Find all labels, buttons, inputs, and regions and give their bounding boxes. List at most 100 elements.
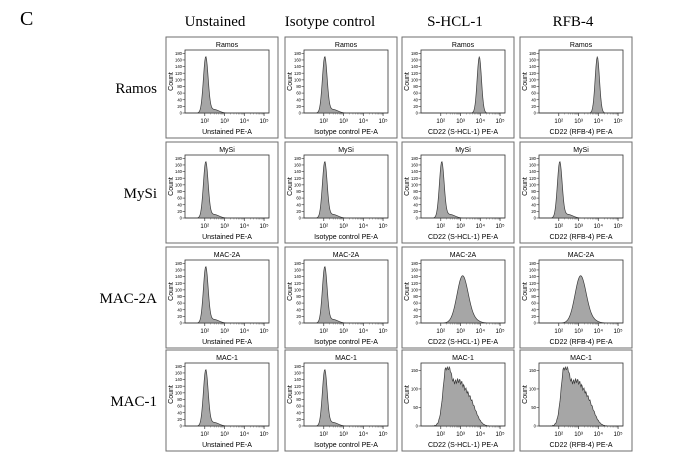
y-axis-label: Count — [404, 177, 411, 196]
x-tick-label: 10³ — [339, 224, 348, 230]
y-tick-label: 80 — [177, 84, 182, 89]
y-tick-label: 180 — [175, 51, 183, 56]
plot-area — [420, 154, 506, 219]
y-tick-label: 20 — [177, 417, 182, 422]
y-tick-label: 160 — [411, 268, 419, 273]
x-tick-label: 10⁴ — [476, 223, 486, 230]
plot-area — [184, 49, 270, 114]
panel-title: Ramos — [335, 42, 358, 49]
y-tick-label: 140 — [411, 274, 419, 279]
y-tick-label: 0 — [534, 216, 537, 221]
panel-title: MAC-2A — [333, 252, 360, 259]
panel-title: MAC-1 — [216, 355, 238, 362]
x-tick-label: 10² — [436, 119, 445, 125]
histogram-area — [185, 161, 269, 219]
y-tick-label: 160 — [294, 268, 302, 273]
y-tick-label: 40 — [177, 202, 182, 207]
y-tick-label: 160 — [294, 58, 302, 63]
panel-title: MAC-1 — [335, 355, 357, 362]
y-tick-label: 40 — [413, 97, 418, 102]
histogram-area — [304, 161, 388, 219]
x-tick-label: 10⁵ — [495, 328, 505, 335]
y-tick-label: 60 — [177, 404, 182, 409]
y-axis-label: Count — [522, 282, 529, 301]
plot-area — [538, 49, 624, 114]
x-tick-label: 10⁴ — [359, 118, 369, 125]
y-tick-label: 140 — [411, 169, 419, 174]
y-tick-label: 100 — [175, 287, 183, 292]
y-tick-label: 120 — [529, 281, 537, 286]
histogram-area — [185, 266, 269, 324]
y-tick-label: 120 — [294, 176, 302, 181]
histogram-panel: MAC-1 Isotype control PE-A Count 10² 10³ 10⁴ 1… — [284, 349, 398, 452]
y-tick-label: 150 — [411, 368, 419, 373]
x-tick-label: 10⁵ — [613, 328, 623, 335]
x-tick-label: 10⁴ — [359, 223, 369, 230]
x-tick-label: 10³ — [456, 119, 465, 125]
y-tick-label: 40 — [296, 307, 301, 312]
y-tick-label: 80 — [177, 294, 182, 299]
x-tick-label: 10² — [319, 119, 328, 125]
histogram-area — [421, 161, 505, 219]
y-tick-label: 140 — [294, 274, 302, 279]
x-axis-label: Unstained PE-A — [202, 129, 252, 136]
y-tick-label: 140 — [175, 274, 183, 279]
y-tick-label: 20 — [413, 104, 418, 109]
y-tick-label: 0 — [180, 216, 183, 221]
x-tick-label: 10⁵ — [259, 328, 269, 335]
column-header: S-HCL-1 — [427, 14, 483, 30]
y-tick-label: 100 — [411, 387, 419, 392]
x-axis-label: Isotype control PE-A — [314, 442, 378, 449]
histogram-panel: MySi CD22 (RFB-4) PE-A Count 10² 10³ 10⁴ 10⁵ 0 2… — [519, 141, 633, 244]
y-tick-label: 140 — [529, 274, 537, 279]
x-tick-label: 10⁵ — [495, 223, 505, 230]
histogram-panel: Ramos CD22 (RFB-4) PE-A Count 10² 10³ 10⁴ 10⁵ 0… — [519, 36, 633, 139]
y-tick-label: 120 — [175, 384, 183, 389]
y-tick-label: 20 — [531, 104, 536, 109]
y-tick-label: 180 — [175, 364, 183, 369]
x-tick-label: 10⁵ — [613, 431, 623, 438]
panel-title: MAC-2A — [214, 252, 241, 259]
y-tick-label: 80 — [413, 84, 418, 89]
y-tick-label: 0 — [180, 424, 183, 429]
y-tick-label: 60 — [296, 301, 301, 306]
y-tick-label: 180 — [411, 51, 419, 56]
y-tick-label: 0 — [299, 216, 302, 221]
y-tick-label: 160 — [411, 58, 419, 63]
y-tick-label: 60 — [296, 91, 301, 96]
y-tick-label: 40 — [177, 97, 182, 102]
x-tick-label: 10⁵ — [495, 118, 505, 125]
x-tick-label: 10² — [554, 329, 563, 335]
y-tick-label: 20 — [531, 314, 536, 319]
plot-area — [420, 49, 506, 114]
panel-title: MySi — [219, 147, 235, 154]
x-tick-label: 10² — [436, 432, 445, 438]
y-tick-label: 0 — [534, 424, 537, 429]
y-tick-label: 0 — [416, 216, 419, 221]
x-axis-label: CD22 (S-HCL-1) PE-A — [428, 442, 498, 449]
y-tick-label: 140 — [175, 377, 183, 382]
y-tick-label: 100 — [175, 390, 183, 395]
y-tick-label: 160 — [529, 268, 537, 273]
x-tick-label: 10² — [554, 119, 563, 125]
row-header: Ramos — [115, 81, 157, 97]
y-tick-label: 120 — [529, 71, 537, 76]
x-tick-label: 10² — [554, 432, 563, 438]
y-tick-label: 100 — [175, 77, 183, 82]
column-header: Isotype control — [285, 14, 375, 30]
y-tick-label: 100 — [411, 182, 419, 187]
y-tick-label: 140 — [529, 64, 537, 69]
x-axis-label: CD22 (RFB-4) PE-A — [549, 234, 612, 241]
y-tick-label: 160 — [529, 163, 537, 168]
histogram-panel: MySi CD22 (S-HCL-1) PE-A Count 10² 10³ 10⁴ 10⁵… — [401, 141, 515, 244]
x-tick-label: 10² — [319, 329, 328, 335]
y-tick-label: 60 — [177, 196, 182, 201]
y-tick-label: 40 — [296, 202, 301, 207]
y-tick-label: 140 — [294, 169, 302, 174]
x-tick-label: 10⁵ — [378, 431, 388, 438]
x-tick-label: 10⁴ — [359, 431, 369, 438]
y-axis-label: Count — [522, 72, 529, 91]
x-axis-label: Unstained PE-A — [202, 442, 252, 449]
histogram-panel: MAC-1 Unstained PE-A Count 10² 10³ 10⁴ 10⁵ 0 20 4… — [165, 349, 279, 452]
x-tick-label: 10⁵ — [613, 118, 623, 125]
